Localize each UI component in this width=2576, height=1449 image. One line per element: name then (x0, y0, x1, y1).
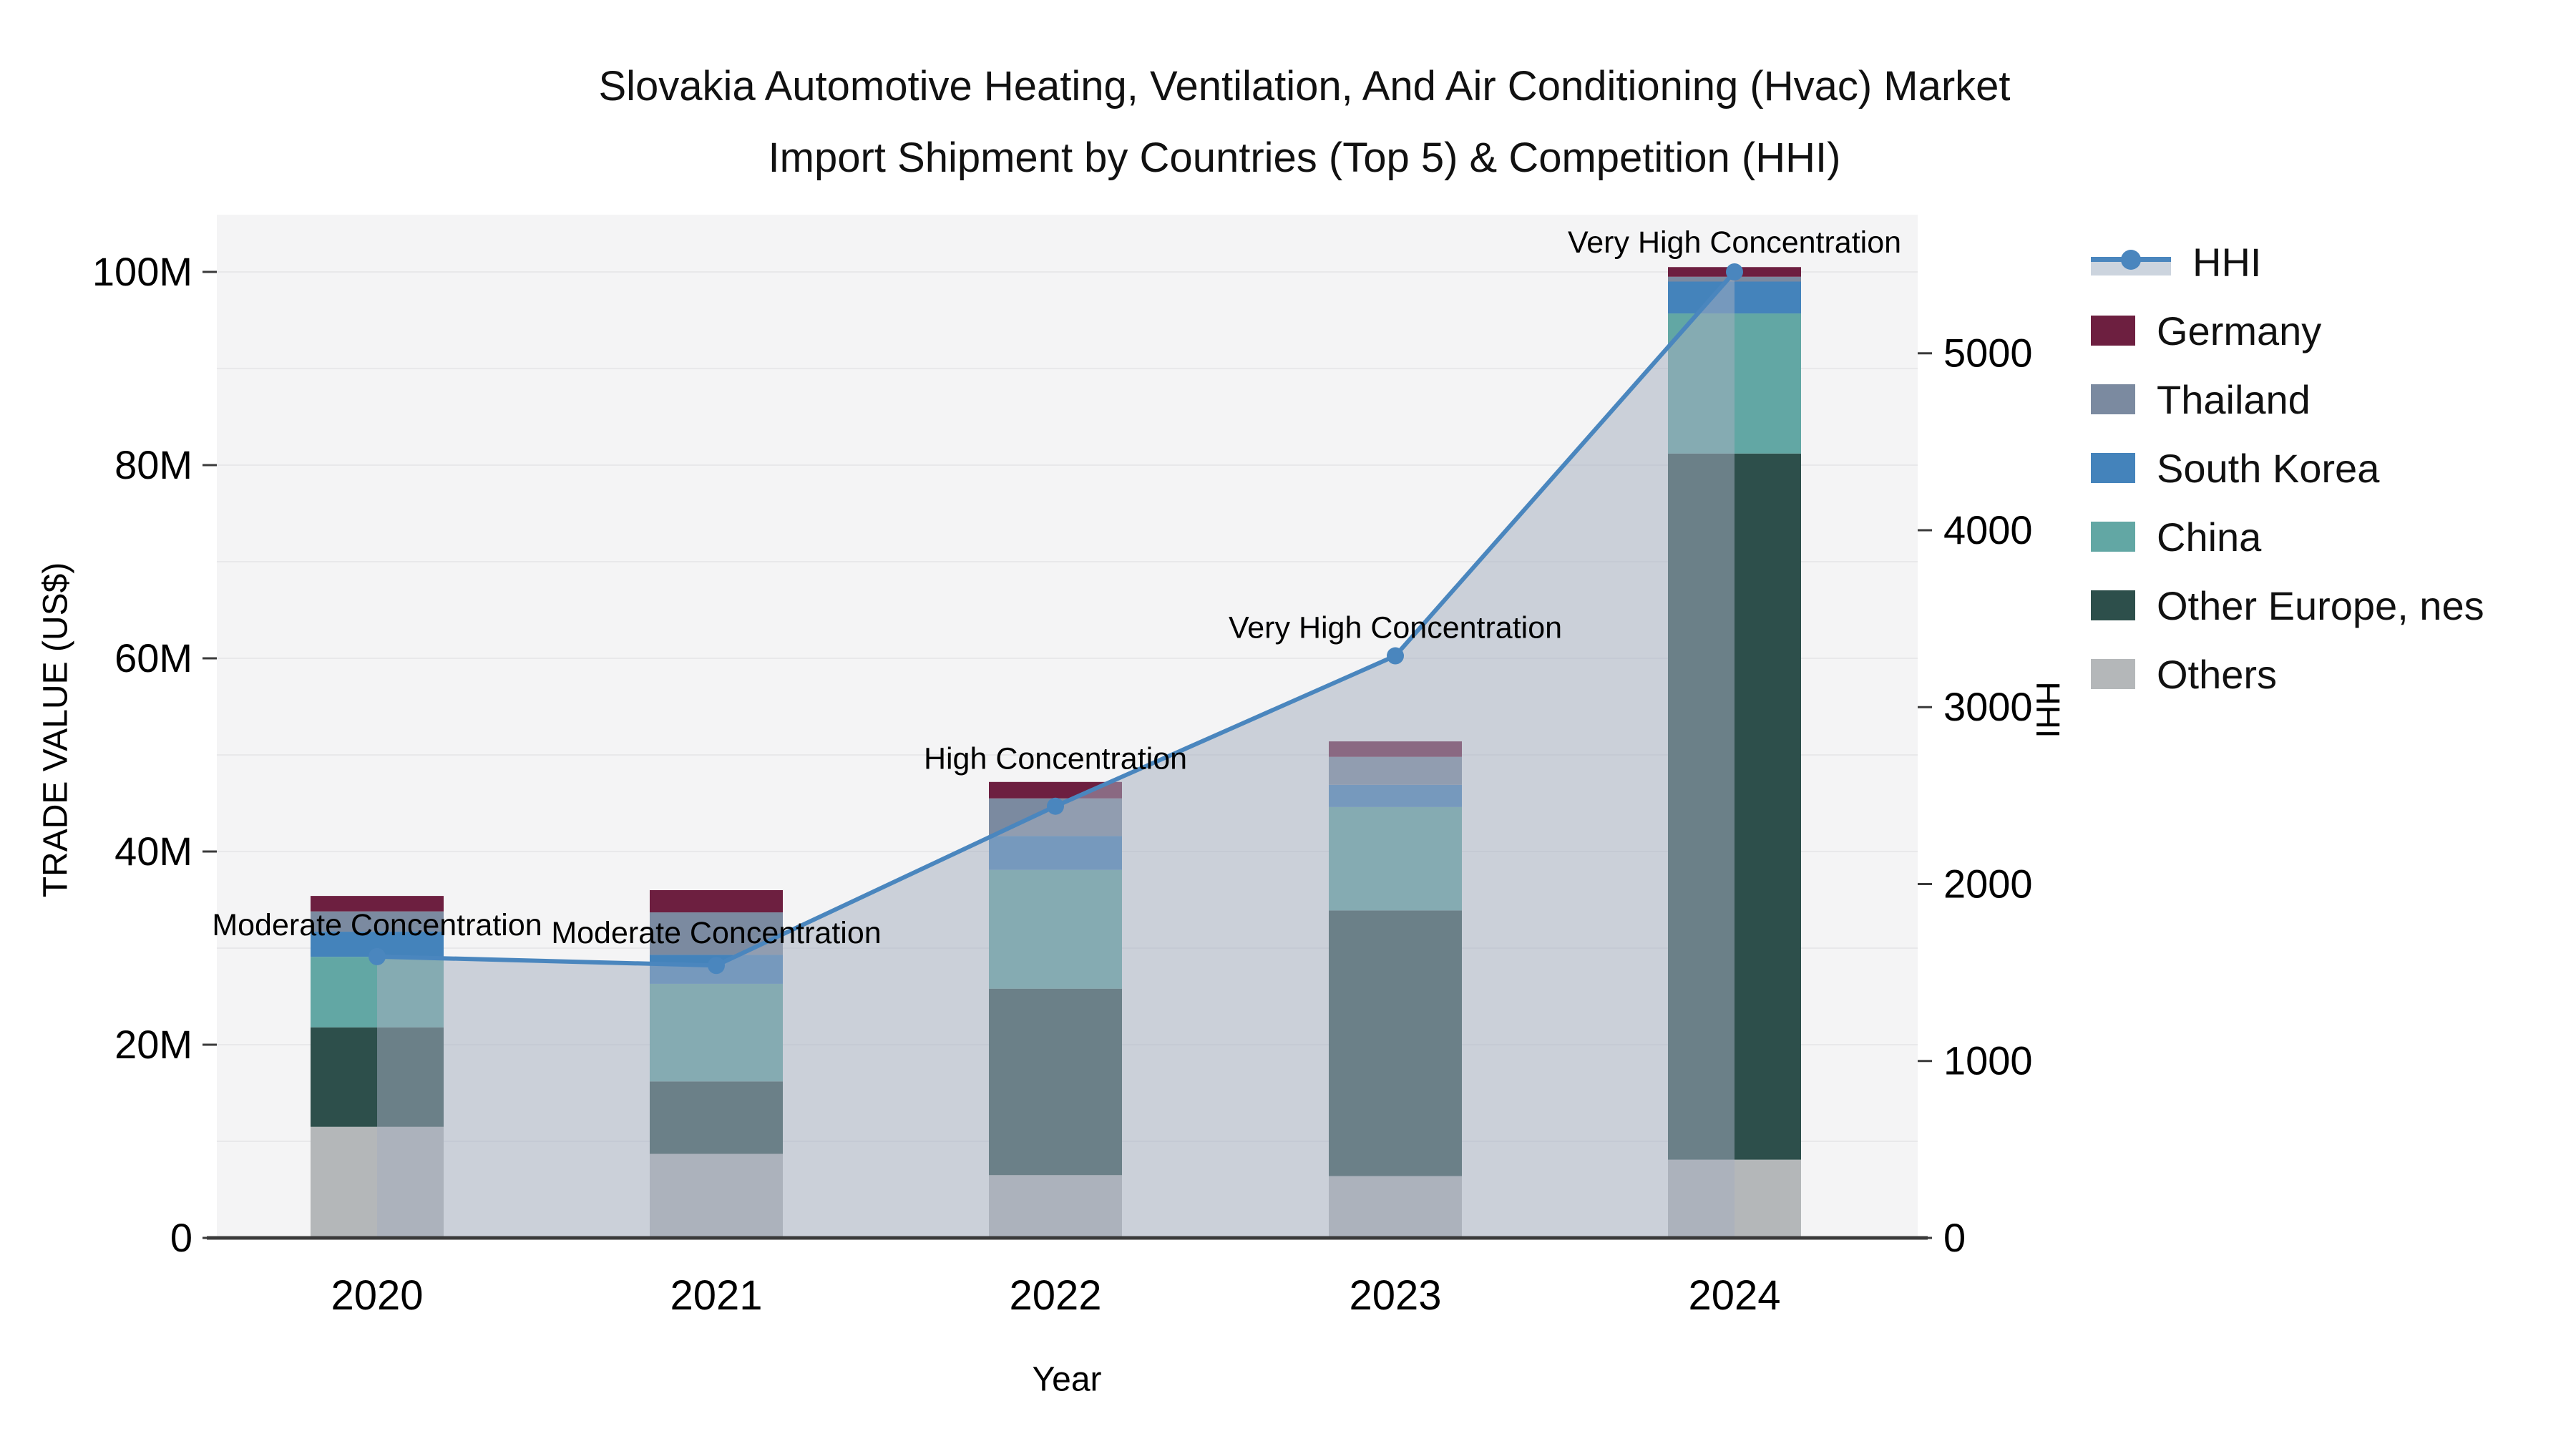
legend-label: Other Europe, nes (2157, 582, 2484, 628)
hhi-marker-2024 (1726, 263, 1743, 280)
x-axis-title: Year (1032, 1360, 1102, 1399)
hhi-marker-2023 (1387, 647, 1404, 665)
x-tick-2021: 2021 (670, 1272, 762, 1319)
color-swatch-icon (2091, 659, 2135, 689)
hhi-line (369, 263, 1743, 975)
left-tick-60M: 60M (114, 635, 192, 680)
annotation-2020: Moderate Concentration (212, 908, 542, 942)
legend-item-hhi: HHI (2091, 228, 2484, 296)
legend-item-thailand: Thailand (2091, 365, 2484, 434)
left-tick-100M: 100M (92, 249, 192, 294)
bar-segment-germany-2021 (650, 890, 783, 913)
hhi-marker-2021 (708, 957, 725, 975)
legend-item-germany: Germany (2091, 296, 2484, 365)
legend-item-china: China (2091, 502, 2484, 571)
left-tick-80M: 80M (114, 442, 192, 487)
color-swatch-icon (2091, 453, 2135, 483)
left-tick-0: 0 (170, 1215, 192, 1260)
legend-label: Thailand (2157, 376, 2311, 422)
color-swatch-icon (2091, 590, 2135, 620)
legend-label: HHI (2192, 239, 2262, 285)
axis-lines-and-ticks (203, 270, 1932, 1240)
left-tick-40M: 40M (114, 829, 192, 874)
left-tick-20M: 20M (114, 1022, 192, 1067)
hhi-annotations: Moderate Concentration Moderate Concentra… (212, 225, 1901, 950)
hhi-marker-2022 (1047, 797, 1064, 815)
color-swatch-icon (2091, 384, 2135, 414)
chart-title-line1: Slovakia Automotive Heating, Ventilation… (598, 63, 2010, 109)
annotation-2022: High Concentration (924, 742, 1187, 776)
right-tick-1000: 1000 (1943, 1038, 2033, 1083)
right-tick-5000: 5000 (1943, 331, 2033, 376)
bar-segment-germany-2020 (311, 896, 444, 912)
chart-title-line2: Import Shipment by Countries (Top 5) & C… (769, 135, 1841, 181)
left-axis-title: TRADE VALUE (US$) (36, 562, 75, 898)
right-tick-2000: 2000 (1943, 861, 2033, 906)
color-swatch-icon (2091, 522, 2135, 552)
x-tick-2023: 2023 (1349, 1272, 1441, 1319)
legend-label: South Korea (2157, 445, 2380, 491)
hhi-area (377, 272, 1735, 1238)
hhi-line-swatch-icon (2091, 247, 2171, 277)
legend-item-south-korea: South Korea (2091, 434, 2484, 502)
tick-labels: 0 20M 40M 60M 80M 100M 0 1000 2000 3000 4000 5000 20… (92, 249, 2033, 1319)
annotation-2021: Moderate Concentration (551, 916, 881, 950)
right-tick-4000: 4000 (1943, 507, 2033, 552)
color-swatch-icon (2091, 316, 2135, 346)
right-tick-0: 0 (1943, 1215, 1966, 1260)
legend-label: China (2157, 514, 2262, 560)
x-tick-2022: 2022 (1009, 1272, 1101, 1319)
legend-item-other-europe: Other Europe, nes (2091, 571, 2484, 640)
x-tick-2024: 2024 (1688, 1272, 1780, 1319)
bar-segment-thailand-2020 (311, 911, 444, 932)
right-axis-title: HHI (2029, 681, 2067, 738)
legend-label: Germany (2157, 308, 2322, 353)
legend-item-others: Others (2091, 640, 2484, 708)
hhi-marker-2020 (369, 947, 386, 965)
annotation-2023: Very High Concentration (1229, 611, 1562, 645)
annotation-2024: Very High Concentration (1568, 225, 1901, 260)
legend: HHI Germany Thailand South Korea China O… (2091, 228, 2484, 708)
hhi-area-fill (377, 272, 1735, 1238)
x-tick-2020: 2020 (331, 1272, 423, 1319)
legend-label: Others (2157, 651, 2278, 697)
right-tick-3000: 3000 (1943, 684, 2033, 729)
